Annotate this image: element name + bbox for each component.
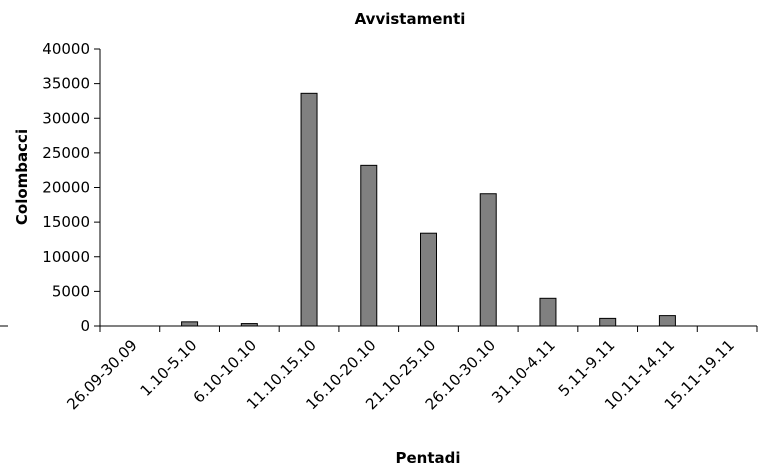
y-axis-title: Colombacci [13, 129, 31, 225]
bar [658, 315, 676, 327]
y-tick-label: 5000 [52, 282, 90, 300]
y-tick-label: 25000 [42, 144, 90, 162]
x-tick-label: 31.10-4.11 [488, 336, 559, 407]
bar-series [181, 92, 676, 327]
bar [599, 317, 617, 327]
y-tick-label: 40000 [42, 40, 90, 58]
x-tick-label: 5.11-9.11 [555, 336, 619, 400]
bar [181, 321, 199, 327]
bar [300, 92, 318, 327]
y-axis-ticks: 0 5000 10000 15000 20000 25000 30000 35000 40000 [42, 40, 100, 335]
x-axis-ticks: 26.09-30.091.10-5.106.10-10.1011.10.15.1… [63, 326, 758, 413]
y-tick-label: 35000 [42, 75, 90, 93]
y-tick-label: 15000 [42, 213, 90, 231]
y-tick-label: 10000 [42, 248, 90, 266]
bar [420, 232, 437, 327]
chart-title: Avvistamenti [355, 10, 466, 28]
x-tick-label: 26.09-30.09 [63, 336, 140, 413]
x-axis-title: Pentadi [395, 449, 460, 467]
y-tick-label: 0 [80, 317, 90, 335]
bar [479, 193, 497, 327]
x-tick-label: 1.10-5.10 [137, 336, 201, 400]
bar [539, 297, 557, 327]
y-tick-label: 30000 [42, 109, 90, 127]
bar [360, 164, 378, 327]
y-tick-label: 20000 [42, 179, 90, 197]
